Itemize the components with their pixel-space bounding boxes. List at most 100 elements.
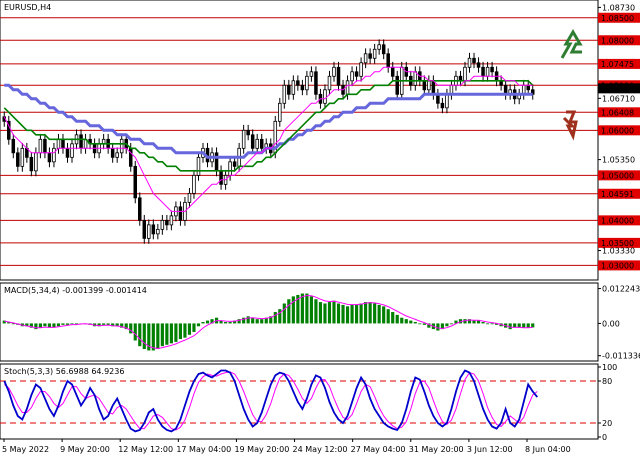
candle-body — [287, 85, 290, 94]
macd-bar — [373, 304, 376, 324]
macd-bar — [247, 316, 250, 323]
candle-body — [396, 76, 399, 94]
macd-bar — [522, 323, 525, 327]
candle-body — [446, 94, 449, 108]
candle-body — [134, 166, 137, 198]
price-level-label: 1.04000 — [601, 216, 634, 225]
macd-bar — [378, 305, 381, 324]
macd-bar — [337, 304, 340, 324]
time-axis-label: 8 Jun 04:00 — [525, 445, 571, 454]
time-axis-label: 27 May 04:00 — [351, 445, 406, 454]
price-level-label: 1.07475 — [601, 60, 634, 69]
candle-body — [116, 153, 119, 158]
candle-body — [120, 139, 123, 153]
candle-body — [382, 45, 385, 54]
stoch-axis-label: 80 — [602, 377, 612, 386]
candle-body — [333, 67, 336, 76]
macd-axis-label: 0.00 — [602, 319, 620, 328]
candle-body — [215, 153, 218, 171]
candle-body — [482, 67, 485, 76]
candle-body — [111, 148, 114, 157]
macd-bar — [319, 302, 322, 323]
candle-body — [432, 81, 435, 95]
time-axis-label: 17 May 04:00 — [176, 445, 231, 454]
macd-title: MACD(5,34,4) -0.001399 -0.001414 — [4, 286, 147, 295]
macd-bar — [360, 304, 363, 324]
price-axis-label: 1.06710 — [602, 94, 635, 103]
candle-body — [129, 148, 132, 166]
current-price-label: 1.06932 — [601, 84, 634, 93]
time-axis-label: 5 May 2022 — [2, 445, 49, 454]
macd-bar — [251, 318, 254, 324]
macd-bar — [418, 323, 421, 324]
macd-bar — [472, 321, 475, 324]
macd-bar — [341, 305, 344, 324]
candle-body — [143, 220, 146, 238]
macd-bar — [161, 323, 164, 346]
stoch-axis-label: 100 — [602, 363, 617, 372]
candle-body — [346, 81, 349, 95]
price-level-label: 1.08000 — [601, 36, 634, 45]
macd-bar — [328, 302, 331, 323]
time-axis-label: 24 May 12:00 — [293, 445, 348, 454]
candle-body — [80, 135, 83, 149]
macd-bar — [57, 323, 60, 326]
candle-body — [360, 63, 363, 77]
candle-body — [378, 45, 381, 50]
macd-bar — [278, 309, 281, 323]
macd-bar — [364, 302, 367, 323]
candle-body — [21, 148, 24, 166]
macd-bar — [206, 321, 209, 324]
macd-bar — [332, 301, 335, 324]
macd-bar — [283, 304, 286, 324]
macd-bar — [174, 323, 177, 342]
macd-bar — [183, 323, 186, 337]
macd-bar — [152, 323, 155, 350]
candle-body — [251, 135, 254, 149]
macd-bar — [43, 323, 46, 326]
macd-bar — [138, 323, 141, 346]
time-axis-label: 9 May 20:00 — [60, 445, 110, 454]
macd-bar — [310, 296, 313, 323]
time-axis-label: 3 Jun 12:00 — [467, 445, 513, 454]
candle-body — [166, 220, 169, 225]
macd-bar — [188, 323, 191, 334]
candle-body — [283, 85, 286, 103]
candle-body — [441, 103, 444, 108]
macd-bar — [201, 322, 204, 323]
time-axis-label: 19 May 20:00 — [234, 445, 289, 454]
candle-body — [147, 225, 150, 239]
candle-body — [152, 225, 155, 234]
candle-body — [310, 72, 313, 77]
candle-body — [35, 153, 38, 171]
macd-bar — [301, 294, 304, 324]
price-level-label: 1.08500 — [601, 14, 634, 23]
price-level-label: 1.05000 — [601, 171, 634, 180]
price-axis-label: 1.03330 — [602, 247, 635, 256]
candle-body — [297, 81, 300, 86]
macd-bar — [66, 323, 69, 324]
macd-bar — [170, 323, 173, 343]
candle-body — [477, 63, 480, 68]
candle-body — [486, 67, 489, 76]
macd-bar — [165, 323, 168, 344]
candle-body — [170, 216, 173, 225]
candle-body — [306, 76, 309, 90]
macd-bar — [414, 322, 417, 323]
macd-bar — [256, 319, 259, 323]
candle-body — [66, 148, 69, 157]
macd-bar — [274, 312, 277, 323]
macd-bar — [445, 323, 448, 326]
price-axis: 1.085001.080001.074751.070001.064081.060… — [598, 3, 640, 270]
candle-body — [423, 81, 426, 90]
candle-body — [328, 76, 331, 90]
candle-body — [156, 229, 159, 234]
candle-body — [12, 139, 15, 153]
macd-bar — [531, 323, 534, 327]
macd-bar — [287, 299, 290, 323]
stoch-axis-label: 0 — [602, 433, 607, 442]
macd-bar — [134, 323, 137, 340]
candle-body — [57, 139, 60, 148]
macd-bar — [400, 318, 403, 324]
